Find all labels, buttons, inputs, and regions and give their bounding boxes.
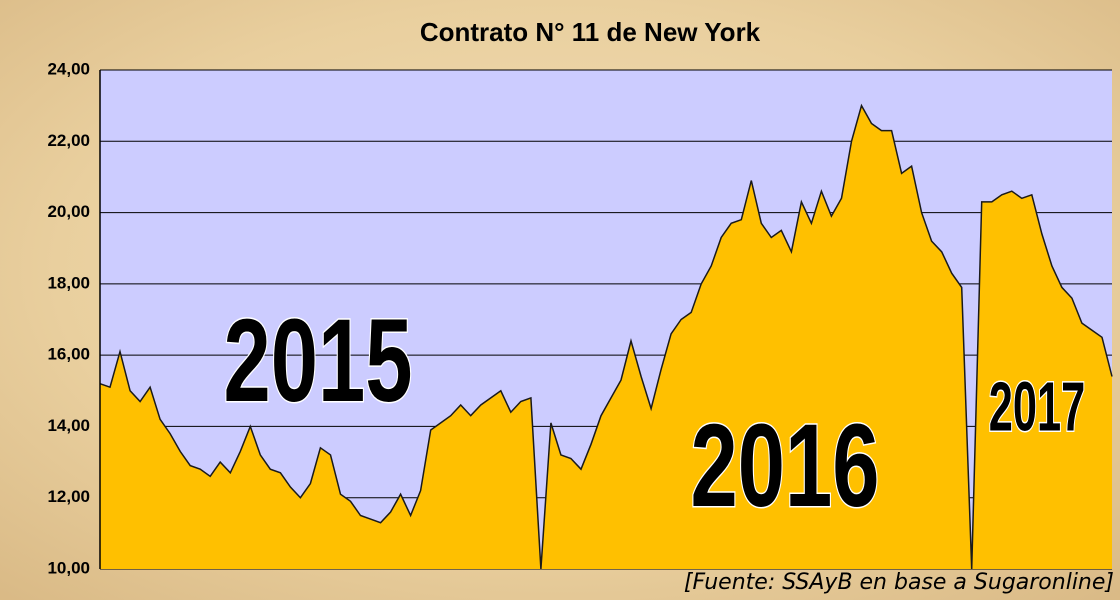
y-tick-label: 20,00 [47,202,90,221]
line [99,103,1113,570]
y-tick-label: 12,00 [47,487,90,506]
y-tick-label: 18,00 [47,273,90,292]
y-tick-label: 14,00 [47,416,90,435]
annotation: 2017 [989,368,1086,446]
annotation: 2015 [224,294,413,426]
y-tick-label: 24,00 [47,59,90,78]
area [100,105,1112,569]
y-tick-label: 10,00 [47,558,90,577]
source-note: [Fuente: SSAyB en base a Sugaronline] [684,570,1114,595]
annotation: 2016 [691,399,880,531]
y-tick-label: 22,00 [47,131,90,150]
chart-title: Contrato N° 11 de New York [420,17,761,47]
y-tick-label: 16,00 [47,345,90,364]
